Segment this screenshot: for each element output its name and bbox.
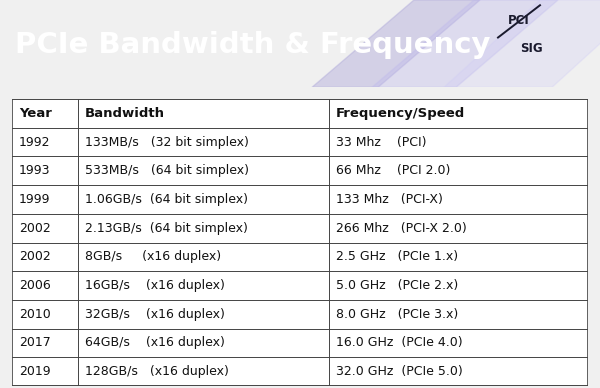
Text: 2019: 2019 xyxy=(19,365,50,378)
Text: 64GB/s    (x16 duplex): 64GB/s (x16 duplex) xyxy=(85,336,225,350)
Text: SIG: SIG xyxy=(520,42,542,55)
Text: 1999: 1999 xyxy=(19,193,50,206)
Text: 8GB/s     (x16 duplex): 8GB/s (x16 duplex) xyxy=(85,250,221,263)
Text: 32GB/s    (x16 duplex): 32GB/s (x16 duplex) xyxy=(85,308,225,321)
Text: 2002: 2002 xyxy=(19,250,50,263)
Text: 2017: 2017 xyxy=(19,336,50,350)
Polygon shape xyxy=(312,0,480,87)
Text: 133MB/s   (32 bit simplex): 133MB/s (32 bit simplex) xyxy=(85,135,249,149)
Text: 32.0 GHz  (PCIe 5.0): 32.0 GHz (PCIe 5.0) xyxy=(336,365,463,378)
Text: Year: Year xyxy=(19,107,52,120)
Text: 1992: 1992 xyxy=(19,135,50,149)
Polygon shape xyxy=(444,0,600,87)
Text: 1993: 1993 xyxy=(19,164,50,177)
Text: 8.0 GHz   (PCIe 3.x): 8.0 GHz (PCIe 3.x) xyxy=(336,308,458,321)
Text: 133 Mhz   (PCI-X): 133 Mhz (PCI-X) xyxy=(336,193,443,206)
Text: 128GB/s   (x16 duplex): 128GB/s (x16 duplex) xyxy=(85,365,229,378)
Text: 1.06GB/s  (64 bit simplex): 1.06GB/s (64 bit simplex) xyxy=(85,193,248,206)
Text: Frequency/Speed: Frequency/Speed xyxy=(336,107,465,120)
Text: 2.13GB/s  (64 bit simplex): 2.13GB/s (64 bit simplex) xyxy=(85,222,248,235)
Text: 16GB/s    (x16 duplex): 16GB/s (x16 duplex) xyxy=(85,279,225,292)
Text: 33 Mhz    (PCI): 33 Mhz (PCI) xyxy=(336,135,426,149)
Text: Bandwidth: Bandwidth xyxy=(85,107,165,120)
Text: 2010: 2010 xyxy=(19,308,50,321)
Text: 2006: 2006 xyxy=(19,279,50,292)
Text: PCIe Bandwidth & Frequency: PCIe Bandwidth & Frequency xyxy=(15,31,491,59)
Text: 5.0 GHz   (PCIe 2.x): 5.0 GHz (PCIe 2.x) xyxy=(336,279,458,292)
Text: 533MB/s   (64 bit simplex): 533MB/s (64 bit simplex) xyxy=(85,164,249,177)
Text: 2.5 GHz   (PCIe 1.x): 2.5 GHz (PCIe 1.x) xyxy=(336,250,458,263)
Polygon shape xyxy=(372,0,558,87)
Text: 66 Mhz    (PCI 2.0): 66 Mhz (PCI 2.0) xyxy=(336,164,450,177)
Text: 16.0 GHz  (PCIe 4.0): 16.0 GHz (PCIe 4.0) xyxy=(336,336,463,350)
Text: 266 Mhz   (PCI-X 2.0): 266 Mhz (PCI-X 2.0) xyxy=(336,222,466,235)
Text: 2002: 2002 xyxy=(19,222,50,235)
Text: PCI: PCI xyxy=(508,14,530,27)
